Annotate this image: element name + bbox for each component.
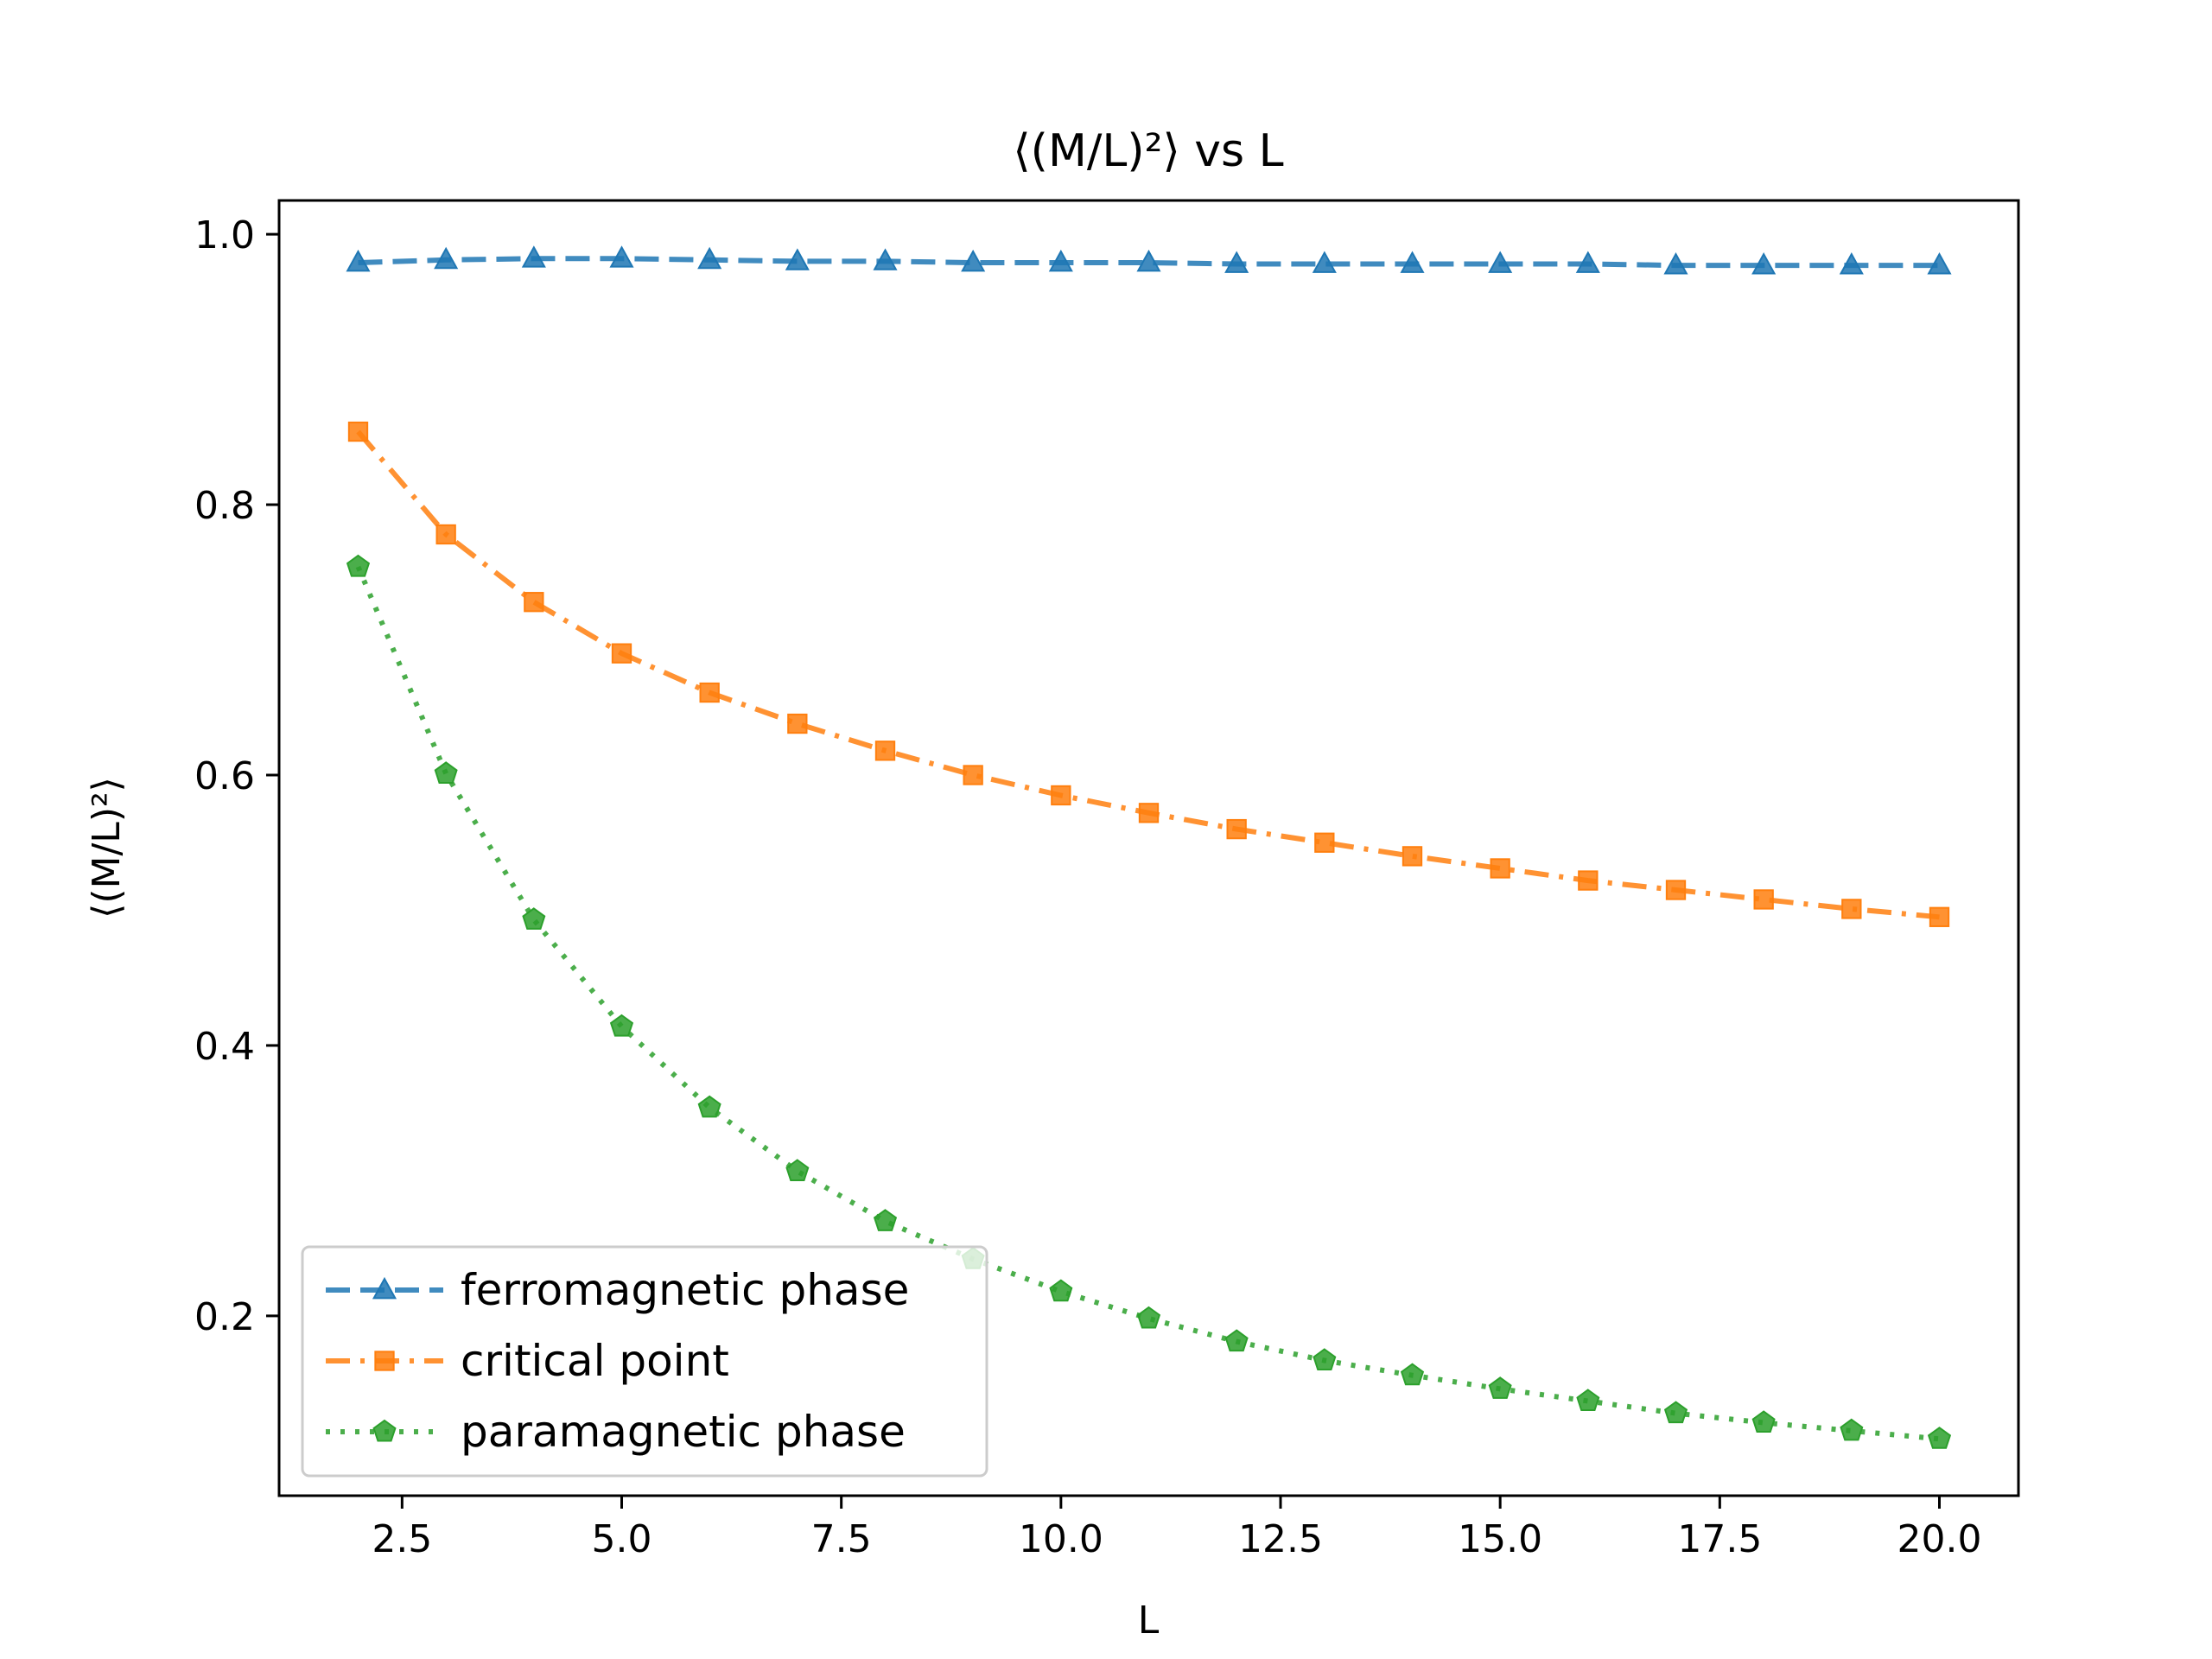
data-point-1-9 — [1138, 803, 1160, 823]
data-point-0-18 — [1927, 252, 1952, 275]
data-point-0-17 — [1839, 252, 1864, 275]
data-point-1-1 — [435, 524, 456, 545]
data-point-2-18 — [1927, 1427, 1952, 1449]
data-point-0-5 — [785, 248, 810, 270]
data-point-1-16 — [1753, 889, 1774, 910]
data-point-0-11 — [1312, 251, 1337, 273]
series-line-1 — [356, 429, 1940, 920]
data-point-2-2 — [522, 907, 546, 930]
data-point-1-13 — [1490, 858, 1510, 879]
data-point-2-15 — [1663, 1401, 1688, 1424]
data-point-2-12 — [1400, 1363, 1425, 1386]
data-point-0-13 — [1488, 251, 1513, 273]
plot-area — [346, 245, 1952, 1449]
data-point-1-10 — [1226, 818, 1247, 840]
y-tick-label: 0.2 — [194, 1295, 255, 1339]
data-point-1-5 — [787, 713, 808, 734]
x-tick-label: 17.5 — [1677, 1517, 1762, 1561]
series-0 — [346, 245, 1952, 275]
x-tick-label: 10.0 — [1019, 1517, 1103, 1561]
data-point-1-3 — [611, 643, 632, 664]
data-point-0-0 — [346, 249, 371, 272]
data-point-1-18 — [1929, 906, 1950, 927]
x-tick-label: 12.5 — [1238, 1517, 1323, 1561]
data-point-0-1 — [434, 246, 459, 270]
legend-label-1: critical point — [461, 1336, 729, 1386]
y-tick-label: 0.6 — [194, 754, 255, 798]
series-1 — [347, 421, 1950, 927]
x-tick-label: 15.0 — [1458, 1517, 1542, 1561]
data-point-2-0 — [346, 554, 371, 577]
x-tick-label: 7.5 — [811, 1517, 872, 1561]
data-point-1-14 — [1578, 870, 1599, 891]
data-point-0-12 — [1400, 251, 1425, 273]
data-point-2-16 — [1751, 1410, 1776, 1433]
data-point-2-4 — [697, 1095, 721, 1118]
y-axis-label: ⟨(M/L)²⟩ — [85, 777, 129, 918]
data-point-0-10 — [1224, 251, 1249, 273]
y-tick-label: 0.8 — [194, 484, 255, 528]
data-point-2-9 — [1136, 1306, 1161, 1329]
data-point-0-4 — [697, 246, 722, 270]
data-point-1-15 — [1665, 880, 1687, 900]
legend-marker-0 — [372, 1276, 397, 1300]
y-tick-label: 0.4 — [194, 1025, 255, 1069]
data-point-1-17 — [1841, 899, 1862, 919]
data-point-0-3 — [609, 245, 634, 268]
data-point-1-11 — [1314, 832, 1335, 853]
data-point-2-14 — [1576, 1389, 1600, 1411]
data-point-2-11 — [1313, 1348, 1337, 1370]
axes-ticks: 2.5 5.0 7.5 10.0 12.5 15.0 17.5 20.0 0.2 0.4 0.6 0.… — [194, 213, 1981, 1561]
data-point-0-16 — [1751, 252, 1777, 275]
legend-label-2: paramagnetic phase — [461, 1407, 906, 1457]
chart-title: ⟨(M/L)²⟩ vs L — [1013, 125, 1283, 177]
data-point-0-15 — [1663, 252, 1688, 275]
x-tick-label: 2.5 — [372, 1517, 432, 1561]
data-point-2-3 — [609, 1014, 634, 1037]
data-point-0-8 — [1048, 249, 1073, 272]
data-point-2-5 — [785, 1159, 810, 1181]
legend: ferromagnetic phase critical point paramag… — [301, 1245, 988, 1478]
y-tick-label: 1.0 — [194, 213, 255, 257]
data-point-1-6 — [874, 741, 896, 761]
data-point-0-2 — [521, 245, 546, 268]
data-point-0-9 — [1136, 249, 1161, 272]
x-axis-label: L — [1138, 1599, 1160, 1643]
plot-frame — [277, 199, 2020, 1497]
legend-marker-1 — [374, 1351, 395, 1371]
data-point-2-6 — [873, 1209, 898, 1231]
data-point-1-7 — [963, 765, 983, 785]
data-point-0-7 — [961, 249, 986, 272]
data-point-2-13 — [1488, 1376, 1512, 1399]
data-point-2-10 — [1224, 1329, 1249, 1352]
data-point-2-1 — [434, 761, 458, 784]
series-2 — [346, 554, 1952, 1449]
data-point-2-8 — [1049, 1279, 1073, 1302]
data-point-2-17 — [1840, 1418, 1864, 1441]
legend-box — [301, 1245, 988, 1478]
data-point-1-2 — [524, 592, 544, 613]
x-tick-label: 20.0 — [1897, 1517, 1982, 1561]
x-tick-label: 5.0 — [592, 1517, 652, 1561]
data-point-1-8 — [1051, 785, 1071, 806]
legend-marker-2 — [372, 1419, 397, 1442]
data-point-0-14 — [1575, 251, 1600, 273]
data-point-1-4 — [699, 682, 720, 703]
legend-label-0: ferromagnetic phase — [461, 1265, 909, 1315]
data-point-1-12 — [1402, 846, 1423, 867]
data-point-1-0 — [347, 421, 369, 442]
data-point-0-6 — [873, 248, 898, 270]
